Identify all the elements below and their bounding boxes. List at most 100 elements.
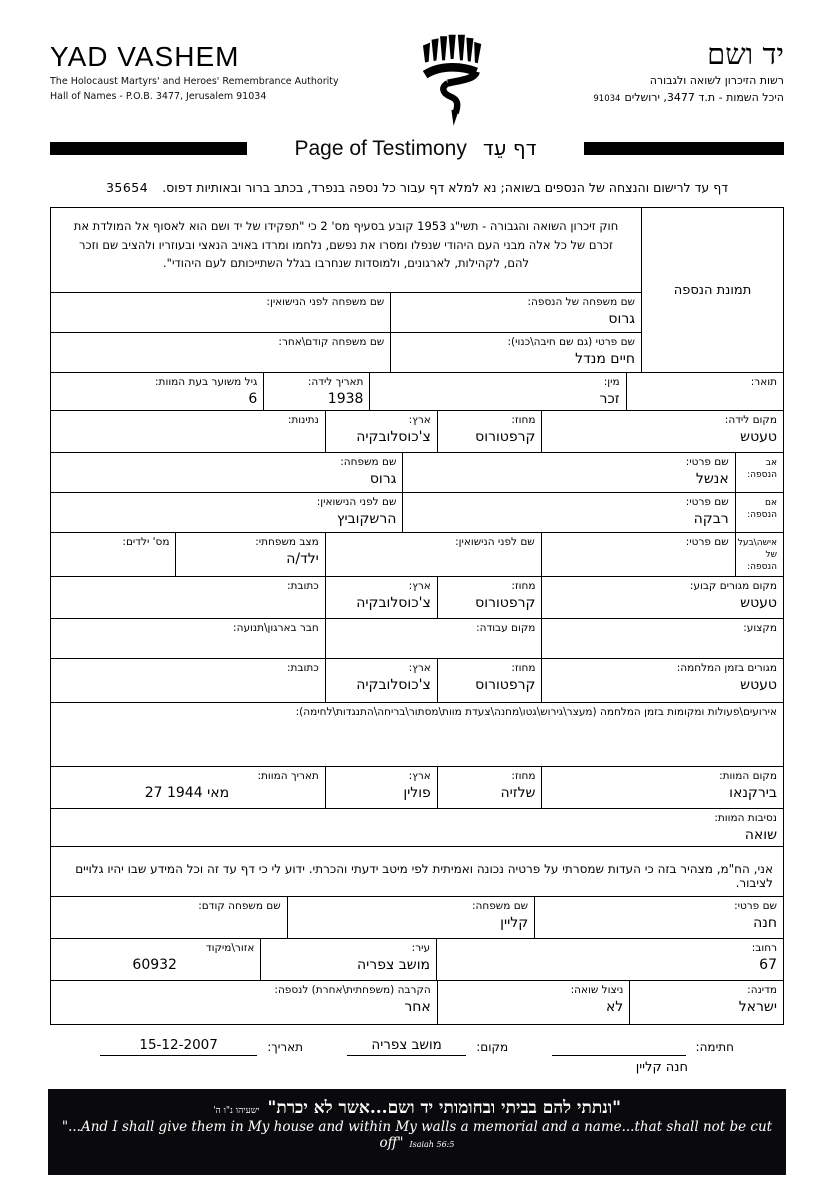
field-victim-age-at-death: גיל משוער בעת המוות: 6 — [155, 376, 258, 408]
signature-section: חתימה: מקום: מושב צפריה תאריך: 15-12-200… — [100, 1037, 734, 1075]
row-mother: אם הנספה: שם פרטי: רבקה שם לפני הנישואין… — [51, 492, 783, 533]
signature-line — [552, 1037, 686, 1056]
row-submitter-address: רחוב: 67 עיר: מושב צפריה אזור\מיקוד 6093… — [51, 937, 783, 980]
title-band: Page of Testimony דף עֵד — [50, 136, 784, 160]
title-left-bar — [50, 141, 247, 155]
father-section-header: אב הנספה: — [734, 453, 783, 493]
header-english-block: YAD VASHEM The Holocaust Martyrs' and He… — [50, 34, 362, 105]
field-death-district: מחוז: שלזיה — [436, 766, 542, 808]
field-organization-membership: חבר בארגון\תנועה: — [233, 621, 319, 634]
field-mother-first-name: שם פרטי: רבקה — [402, 493, 734, 533]
field-residence-address: כתובת: — [286, 579, 319, 592]
row-death: מקום המוות: בירקנאו מחוז: שלזיה ארץ: פול… — [51, 765, 783, 808]
signature-date-value: 15-12-2007 — [100, 1037, 258, 1056]
field-victim-other-surname: שם משפחה קודם\אחר: — [278, 336, 385, 348]
row-submitter-relation: מדינה: ישראל ניצול שואה: לא הקרבה (משפחת… — [51, 979, 783, 1024]
field-father-surname: שם משפחה: גרוס — [340, 456, 397, 488]
field-residence-place: מקום מגורים קבוע: טעטש — [541, 576, 783, 618]
field-death-circumstances: נסיבות המוות: שואה — [714, 811, 777, 843]
header-hebrew-subtitle: רשות הזיכרון לשואה ולגבורה היכל השמות - … — [544, 73, 784, 106]
yad-vashem-hebrew-title: יד ושם — [707, 37, 784, 71]
field-victim-surname: שם משפחה של הנספה: גרוס — [390, 293, 641, 332]
spouse-section-header: אישה\בעל של הנספה: — [734, 533, 783, 576]
field-submitter-surname: שם משפחה: קליין — [286, 896, 534, 938]
row-declaration: אני, הח"מ, מצהיר בזה כי העדות שמסרתי על … — [51, 845, 783, 896]
field-spouse-maiden-name: שם לפני הנישואין: — [324, 533, 541, 576]
title-right-bar — [584, 141, 784, 155]
field-submitter-relation: הקרבה (משפחתית\אחרת) לנספה: אחר — [274, 983, 431, 1015]
yad-vashem-menorah-logo — [418, 32, 488, 134]
field-submitter-city: עיר: מושב צפריה — [260, 938, 436, 980]
field-submitter-country: מדינה: ישראל — [629, 980, 783, 1024]
header-hebrew-line2: היכל השמות - ת.ד 3477, ירושלים91034 — [593, 90, 784, 104]
row-wartime-residence: מגורים בזמן המלחמה: טעטש מחוז: קרפטורוס … — [51, 657, 783, 702]
banner-hebrew-citation: ישעיהו נ"ו ה' — [213, 1105, 260, 1116]
field-submitter-survivor: ניצול שואה: לא — [436, 980, 630, 1024]
row-submitter-name: שם פרטי: חנה שם משפחה: קליין שם משפחה קו… — [51, 895, 783, 938]
row-surname: שם משפחה של הנספה: גרוס שם משפחה לפני הנ… — [51, 292, 641, 332]
field-victim-first-name: שם פרטי (גם שם חיבה\כנוי): חיים מנדל — [390, 333, 641, 372]
field-death-country: ארץ: פולין — [324, 766, 437, 808]
field-birth-place: מקום לידה: טעטש — [541, 411, 783, 453]
page-title-english: Page of Testimony — [294, 136, 467, 160]
field-mother-maiden-name: שם לפני הנישואין: הרשקוביץ — [316, 496, 397, 528]
field-victim-birth-date: תאריך לידה: 1938 — [263, 373, 369, 411]
signature-place-label: מקום: — [476, 1039, 509, 1054]
signature-row: חתימה: מקום: מושב צפריה תאריך: 15-12-200… — [100, 1037, 734, 1056]
field-wartime-address: כתובת: — [286, 661, 319, 674]
field-marital-status: מצב משפחתי: ילד/ה — [175, 533, 324, 576]
page-title: Page of Testimony דף עֵד — [247, 136, 584, 161]
row-death-circumstances: נסיבות המוות: שואה — [51, 807, 783, 846]
field-birth-district: מחוז: קרפטורוס — [436, 411, 542, 453]
field-wartime-country: ארץ: צ'כוסלובקיה — [324, 658, 437, 702]
field-death-date: תאריך המוות: 27 מאי 1944 — [144, 769, 319, 801]
field-submitter-street: רחוב: 67 — [436, 938, 783, 980]
header-hebrew-zip: 91034 — [593, 93, 621, 104]
banner-english-quote: "...And I shall give them in My house an… — [61, 1118, 773, 1151]
page-title-hebrew: דף עֵד — [482, 135, 537, 160]
field-residence-country: ארץ: צ'כוסלובקיה — [324, 576, 437, 618]
top-main-column: חוק זיכרון השואה והגבורה - תשי"ג 1953 קו… — [51, 208, 641, 372]
field-submitter-zip: אזור\מיקוד 60932 — [132, 941, 255, 973]
signature-place-value: מושב צפריה — [347, 1037, 467, 1056]
mother-section-header: אם הנספה: — [734, 493, 783, 533]
field-num-children: מס' ילדים: — [122, 536, 170, 549]
row-profession: מקצוע: מקום עבודה: חבר בארגון\תנועה: — [51, 617, 783, 658]
header-english-line2: Hall of Names - P.O.B. 3477, Jerusalem 9… — [50, 91, 267, 103]
field-father-first-name: שם פרטי: אנשל — [402, 453, 734, 493]
field-submitter-first-name: שם פרטי: חנה — [534, 896, 783, 938]
row-gender-birth: תואר: מין: זכר תאריך לידה: 1938 גיל משוע… — [51, 372, 783, 411]
field-citizenship: נתינות: — [287, 414, 319, 427]
photo-box-label: תמונת הנספה — [673, 282, 752, 298]
testimony-form-table: תמונת הנספה חוק זיכרון השואה והגבורה - ת… — [50, 207, 784, 1025]
signature-label: חתימה: — [695, 1039, 734, 1054]
header-hebrew-block: יד ושם רשות הזיכרון לשואה ולגבורה היכל ה… — [544, 34, 784, 106]
row-spouse: אישה\בעל של הנספה: שם פרטי: שם לפני הניש… — [51, 532, 783, 576]
row-birth-place: מקום לידה: טעטש מחוז: קרפטורוס ארץ: צ'כו… — [51, 410, 783, 453]
header-english-subtitle: The Holocaust Martyrs' and Heroes' Remem… — [50, 75, 362, 104]
row-residence: מקום מגורים קבוע: טעטש מחוז: קרפטורוס אר… — [51, 575, 783, 618]
signer-name: חנה קליין — [635, 1059, 688, 1075]
field-victim-title: תואר: — [625, 373, 783, 411]
field-spouse-first-name: שם פרטי: — [540, 533, 735, 576]
field-submitter-prev-surname: שם משפחה קודם: — [198, 899, 281, 912]
field-profession: מקצוע: — [541, 618, 783, 658]
field-wartime-events: אירועים\פעולות ומקומות בזמן המלחמה (מעצר… — [295, 705, 777, 718]
field-residence-district: מחוז: קרפטורוס — [436, 576, 542, 618]
row-father: אב הנספה: שם פרטי: אנשל שם משפחה: גרוס — [51, 452, 783, 493]
header-english-line1: The Holocaust Martyrs' and Heroes' Remem… — [50, 76, 339, 88]
field-victim-maiden-surname: שם משפחה לפני הנישואין: — [266, 296, 385, 308]
field-death-place: מקום המוות: בירקנאו — [541, 766, 783, 808]
instruction-text: דף עד לרישום והנצחה של הנספים בשואה; נא … — [162, 180, 729, 195]
instruction-line: דף עד לרישום והנצחה של הנספים בשואה; נא … — [50, 180, 784, 195]
field-workplace: מקום עבודה: — [324, 618, 542, 658]
victim-photo-box: תמונת הנספה — [641, 208, 783, 372]
signature-date-label: תאריך: — [267, 1039, 304, 1054]
yad-vashem-english-title: YAD VASHEM — [50, 41, 240, 72]
header-hebrew-line1: רשות הזיכרון לשואה ולגבורה — [649, 74, 784, 87]
scripture-banner: "ונתתי להם בביתי ובחומותי יד ושם...אשר ל… — [48, 1088, 786, 1175]
field-wartime-place: מגורים בזמן המלחמה: טעטש — [541, 658, 783, 702]
header: YAD VASHEM The Holocaust Martyrs' and He… — [50, 34, 784, 134]
top-section: תמונת הנספה חוק זיכרון השואה והגבורה - ת… — [51, 208, 783, 372]
